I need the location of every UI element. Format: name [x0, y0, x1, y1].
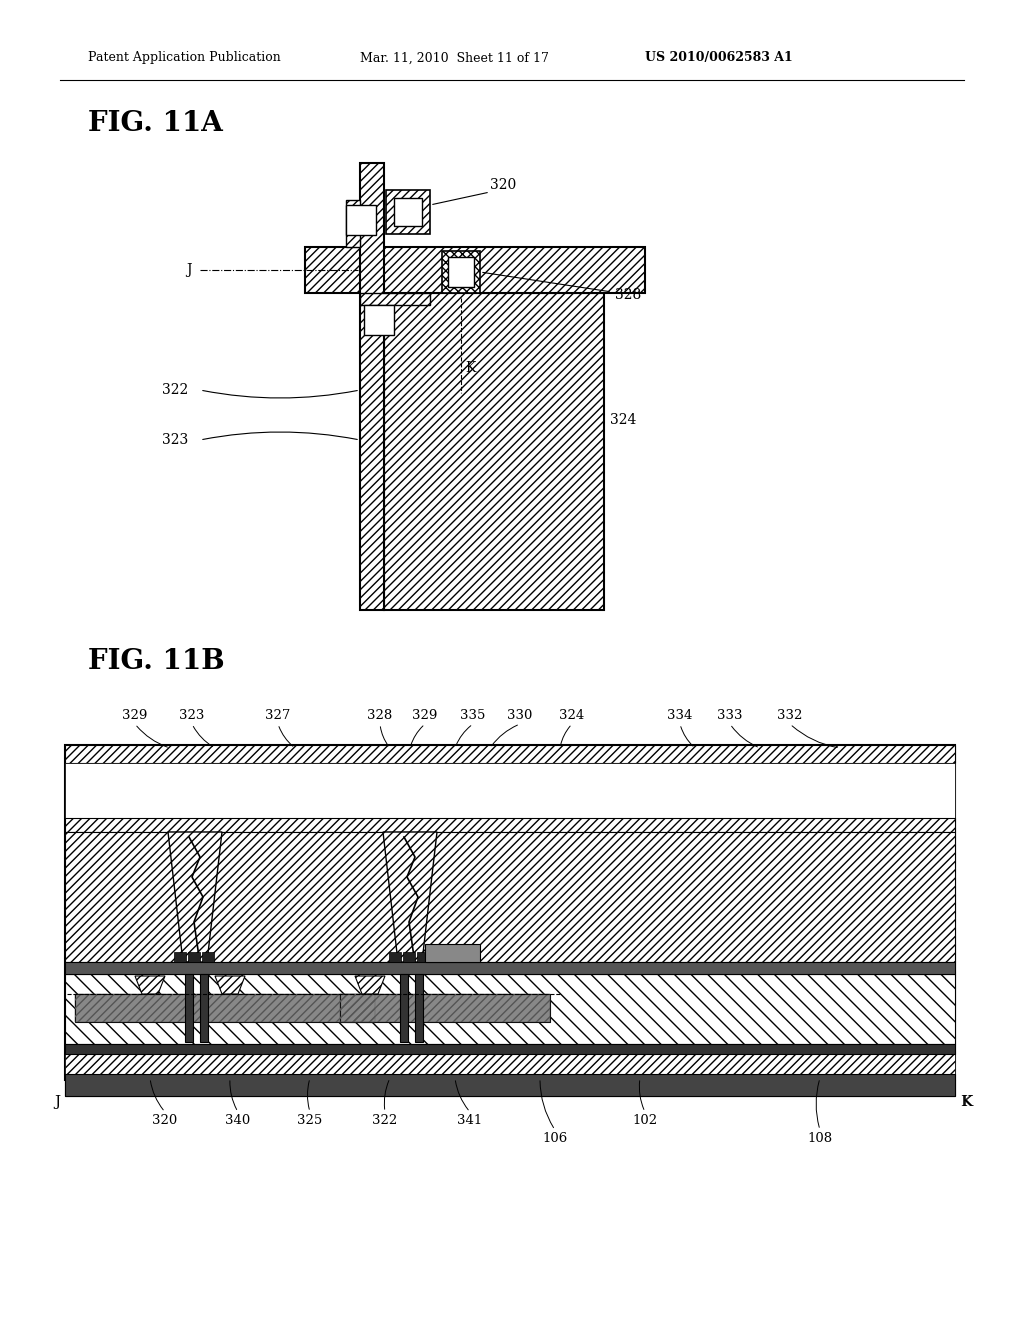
Text: 325: 325 [297, 1114, 323, 1127]
Text: 329: 329 [122, 709, 147, 722]
Bar [360, 162, 384, 610]
Bar [340, 994, 550, 1022]
Bar [65, 818, 955, 832]
Bar [200, 974, 208, 1041]
Polygon shape [168, 832, 222, 962]
Bar [346, 201, 360, 247]
Bar [174, 952, 186, 962]
Polygon shape [215, 975, 245, 994]
Bar [65, 974, 955, 1044]
Text: 329: 329 [413, 709, 437, 722]
Bar [442, 251, 480, 293]
Bar [415, 974, 423, 1041]
Bar [202, 952, 214, 962]
Text: J: J [186, 263, 193, 277]
Bar [400, 974, 408, 1041]
Text: FIG. 11B: FIG. 11B [88, 648, 224, 675]
Bar [65, 1080, 955, 1096]
Bar [389, 952, 401, 962]
Text: 328: 328 [368, 709, 392, 722]
Text: 106: 106 [543, 1133, 567, 1144]
Bar [75, 994, 375, 1022]
Text: J: J [54, 1096, 60, 1109]
Text: 322: 322 [373, 1114, 397, 1127]
Bar [65, 744, 955, 763]
Text: 323: 323 [162, 433, 188, 447]
Bar [305, 247, 645, 293]
Text: 341: 341 [458, 1114, 482, 1127]
Text: FIG. 11A: FIG. 11A [88, 110, 223, 137]
Text: 328: 328 [615, 288, 641, 302]
Text: Mar. 11, 2010  Sheet 11 of 17: Mar. 11, 2010 Sheet 11 of 17 [360, 51, 549, 65]
Text: 322: 322 [162, 383, 188, 397]
Text: 332: 332 [777, 709, 803, 722]
Text: 327: 327 [265, 709, 291, 722]
Bar [364, 305, 394, 335]
Bar [394, 198, 422, 226]
Text: Patent Application Publication: Patent Application Publication [88, 51, 281, 65]
Bar [384, 293, 604, 610]
Bar [65, 1074, 955, 1096]
Bar [65, 1044, 955, 1053]
Bar [417, 952, 429, 962]
Text: 335: 335 [461, 709, 485, 722]
Bar [449, 257, 474, 286]
Text: 334: 334 [668, 709, 692, 722]
Bar [403, 952, 415, 962]
Text: 333: 333 [717, 709, 742, 722]
Text: 320: 320 [490, 178, 516, 191]
Bar [425, 944, 480, 962]
Bar [65, 962, 955, 974]
Bar [346, 205, 376, 235]
Bar [65, 744, 955, 1080]
Bar [386, 190, 430, 234]
Text: 340: 340 [225, 1114, 251, 1127]
Polygon shape [355, 975, 385, 994]
Bar [360, 293, 430, 305]
Text: 108: 108 [808, 1133, 833, 1144]
Text: 102: 102 [633, 1114, 657, 1127]
Bar [340, 994, 550, 1022]
Text: 320: 320 [153, 1114, 177, 1127]
Text: K: K [961, 1096, 972, 1109]
Text: 324: 324 [610, 413, 636, 426]
Bar [185, 974, 193, 1041]
Text: 323: 323 [179, 709, 205, 722]
Bar [65, 1053, 955, 1074]
Bar [188, 952, 200, 962]
Polygon shape [135, 975, 165, 994]
Bar [75, 994, 375, 1022]
Polygon shape [383, 832, 437, 962]
Text: K: K [962, 1096, 973, 1109]
Text: US 2010/0062583 A1: US 2010/0062583 A1 [645, 51, 793, 65]
Bar [65, 763, 955, 818]
Bar [65, 832, 955, 962]
Text: 330: 330 [507, 709, 532, 722]
Text: 324: 324 [559, 709, 585, 722]
Text: K: K [465, 360, 475, 375]
